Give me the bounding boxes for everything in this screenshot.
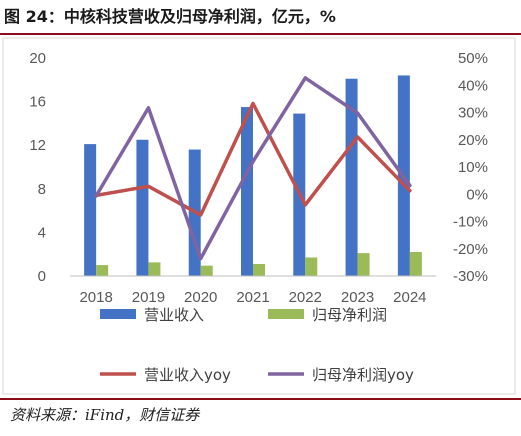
y-right-tick: 10% xyxy=(458,159,488,176)
bar-net-profit-2022 xyxy=(305,257,318,276)
y-right-tick: 30% xyxy=(458,105,488,122)
lines-group xyxy=(94,76,412,261)
bar-net-profit-2020 xyxy=(200,265,213,276)
y-axis-left: 0 4 8 12 16 20 xyxy=(29,50,46,285)
y-left-tick: 0 xyxy=(38,268,46,285)
bar-net-profit-2018 xyxy=(96,265,109,276)
bar-revenue-2019 xyxy=(136,139,149,276)
line-revenue-yoy xyxy=(94,101,412,217)
y-left-tick: 12 xyxy=(29,137,46,154)
y-right-tick: 0% xyxy=(466,186,488,203)
bottom-rule xyxy=(0,398,521,400)
line-net-profit-yoy xyxy=(94,76,412,261)
legend-swatch xyxy=(268,309,304,319)
x-tick-2019: 2019 xyxy=(132,289,165,306)
x-tick-2023: 2023 xyxy=(341,289,374,306)
y-right-tick: 40% xyxy=(458,77,488,94)
bar-net-profit-2024 xyxy=(409,252,422,276)
bar-revenue-2021 xyxy=(241,107,253,276)
x-tick-2018: 2018 xyxy=(79,289,112,306)
y-right-tick: 50% xyxy=(458,50,488,67)
y-right-tick: -10% xyxy=(453,214,488,231)
bar-revenue-2023 xyxy=(345,78,358,277)
x-tick-2020: 2020 xyxy=(184,289,217,306)
legend-label: 归母净利润yoy xyxy=(312,366,414,384)
y-left-tick: 8 xyxy=(38,181,46,198)
legend-label: 营业收入yoy xyxy=(144,366,231,384)
source-note: 资料来源：iFind，财信证券 xyxy=(10,406,200,424)
legend-swatch xyxy=(100,309,136,319)
x-tick-2022: 2022 xyxy=(289,289,322,306)
y-left-tick: 20 xyxy=(29,50,46,67)
bar-revenue-2018 xyxy=(84,144,97,276)
bar-net-profit-2023 xyxy=(357,253,370,276)
bar-net-profit-2019 xyxy=(148,262,161,276)
y-right-tick: -30% xyxy=(453,268,488,285)
legend-label: 归母净利润 xyxy=(312,306,387,324)
chart-frame xyxy=(2,37,516,395)
x-axis-labels: 2018 2019 2020 2021 2022 2023 2024 xyxy=(79,289,426,306)
y-left-tick: 4 xyxy=(38,224,46,241)
title-rule xyxy=(0,33,521,35)
y-axis-right: -30% -20% -10% 0% 10% 20% 30% 40% 50% xyxy=(453,50,488,285)
y-left-tick: 16 xyxy=(29,94,46,111)
y-right-tick: 20% xyxy=(458,132,488,149)
x-tick-2024: 2024 xyxy=(393,289,426,306)
bar-net-profit-2021 xyxy=(253,264,265,276)
x-tick-2021: 2021 xyxy=(236,289,269,306)
figure-title: 图 24：中核科技营收及归母净利润，亿元，% xyxy=(4,7,336,26)
legend-label: 营业收入 xyxy=(144,306,204,324)
y-right-tick: -20% xyxy=(453,241,488,258)
